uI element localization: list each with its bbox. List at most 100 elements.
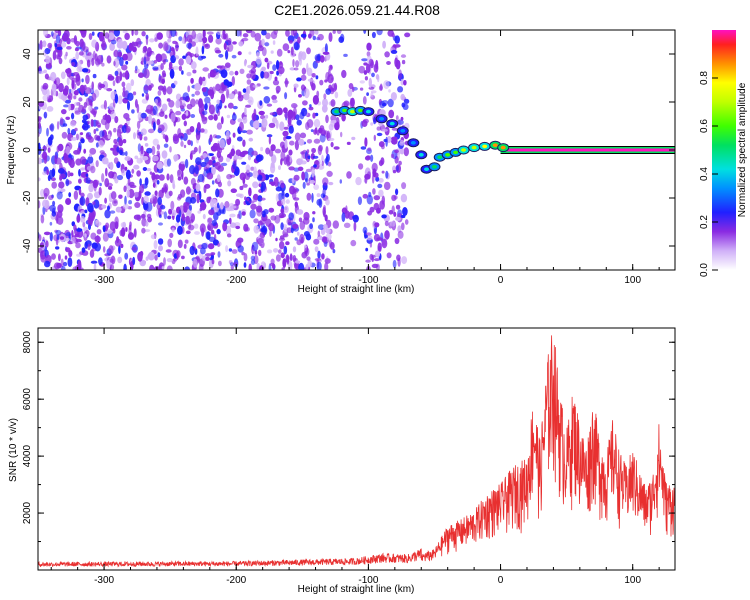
noise-speckle [250,203,257,210]
noise-speckle [402,207,408,216]
noise-speckle [268,122,276,128]
noise-speckle [364,137,368,148]
noise-speckle [198,76,203,86]
noise-speckle [261,38,265,46]
noise-speckle [276,60,280,70]
noise-speckle [87,202,94,213]
noise-speckle [401,256,408,265]
noise-speckle [365,259,371,263]
noise-speckle [246,197,250,202]
noise-speckle [117,38,124,49]
noise-speckle [168,190,173,197]
noise-speckle [279,61,283,65]
noise-speckle [340,131,343,138]
noise-speckle [122,203,129,210]
noise-speckle [98,186,102,196]
noise-speckle [314,246,319,253]
noise-speckle [49,204,56,212]
noise-speckle [109,42,115,51]
noise-speckle [304,247,310,257]
noise-speckle [226,47,230,52]
noise-speckle [279,235,285,240]
noise-speckle [159,204,166,210]
track-point-core [424,167,430,171]
noise-speckle [170,112,176,123]
noise-speckle [295,114,300,121]
noise-speckle [237,118,243,123]
noise-speckle [391,127,399,131]
noise-speckle [288,125,294,134]
noise-speckle [78,188,82,196]
noise-speckle [125,60,129,65]
noise-speckle [378,189,384,197]
noise-speckle [116,236,120,244]
noise-speckle [296,77,302,82]
noise-speckle [80,216,86,223]
noise-speckle [216,174,221,183]
y-tick-label: 2000 [22,501,33,524]
noise-speckle [252,181,259,189]
noise-speckle [158,42,164,49]
noise-speckle [275,193,280,202]
noise-speckle [56,234,60,241]
track-point-core [461,148,467,152]
noise-speckle [280,252,285,259]
noise-speckle [364,76,368,81]
noise-speckle [246,73,252,79]
noise-speckle [75,51,80,60]
noise-speckle [56,46,63,51]
noise-speckle [46,106,54,112]
noise-speckle [273,176,279,187]
noise-speckle [121,64,128,71]
noise-speckle [269,112,276,116]
noise-speckle [54,154,58,165]
noise-speckle [202,36,208,44]
noise-speckle [300,151,305,155]
noise-speckle [309,223,313,230]
noise-speckle [378,141,385,148]
noise-speckle [314,30,319,35]
noise-speckle [113,127,117,133]
noise-speckle [227,37,232,45]
noise-speckle [383,181,391,191]
noise-speckle [80,171,87,178]
noise-speckle [258,249,262,257]
noise-speckle [324,262,329,270]
track-point-core [437,155,443,159]
noise-speckle [208,115,214,121]
noise-speckle [257,237,264,245]
noise-speckle [46,169,49,176]
noise-speckle [265,114,269,119]
noise-speckle [270,50,274,54]
noise-speckle [96,234,100,245]
noise-speckle [218,260,222,267]
noise-speckle [256,225,259,231]
noise-speckle [263,96,271,104]
noise-speckle [170,83,176,89]
noise-speckle [143,195,149,204]
noise-speckle [42,199,49,208]
noise-speckle [95,41,100,52]
noise-speckle [285,254,290,263]
noise-speckle [177,239,183,249]
noise-speckle [362,118,369,124]
noise-speckle [249,209,256,219]
noise-speckle [59,175,63,181]
noise-speckle [79,267,84,270]
noise-speckle [385,170,389,179]
noise-speckle [239,121,244,132]
noise-speckle [104,209,111,219]
noise-speckle [186,42,193,49]
noise-speckle [166,86,173,95]
noise-speckle [114,178,119,184]
noise-speckle [375,59,379,70]
track-point-core [492,143,498,147]
noise-speckle [190,177,196,186]
noise-speckle [152,105,158,116]
noise-speckle [190,114,196,118]
noise-speckle [108,32,115,40]
track-point-core [350,109,356,114]
noise-speckle [215,188,220,198]
noise-speckle [321,160,324,166]
noise-speckle [392,259,397,269]
